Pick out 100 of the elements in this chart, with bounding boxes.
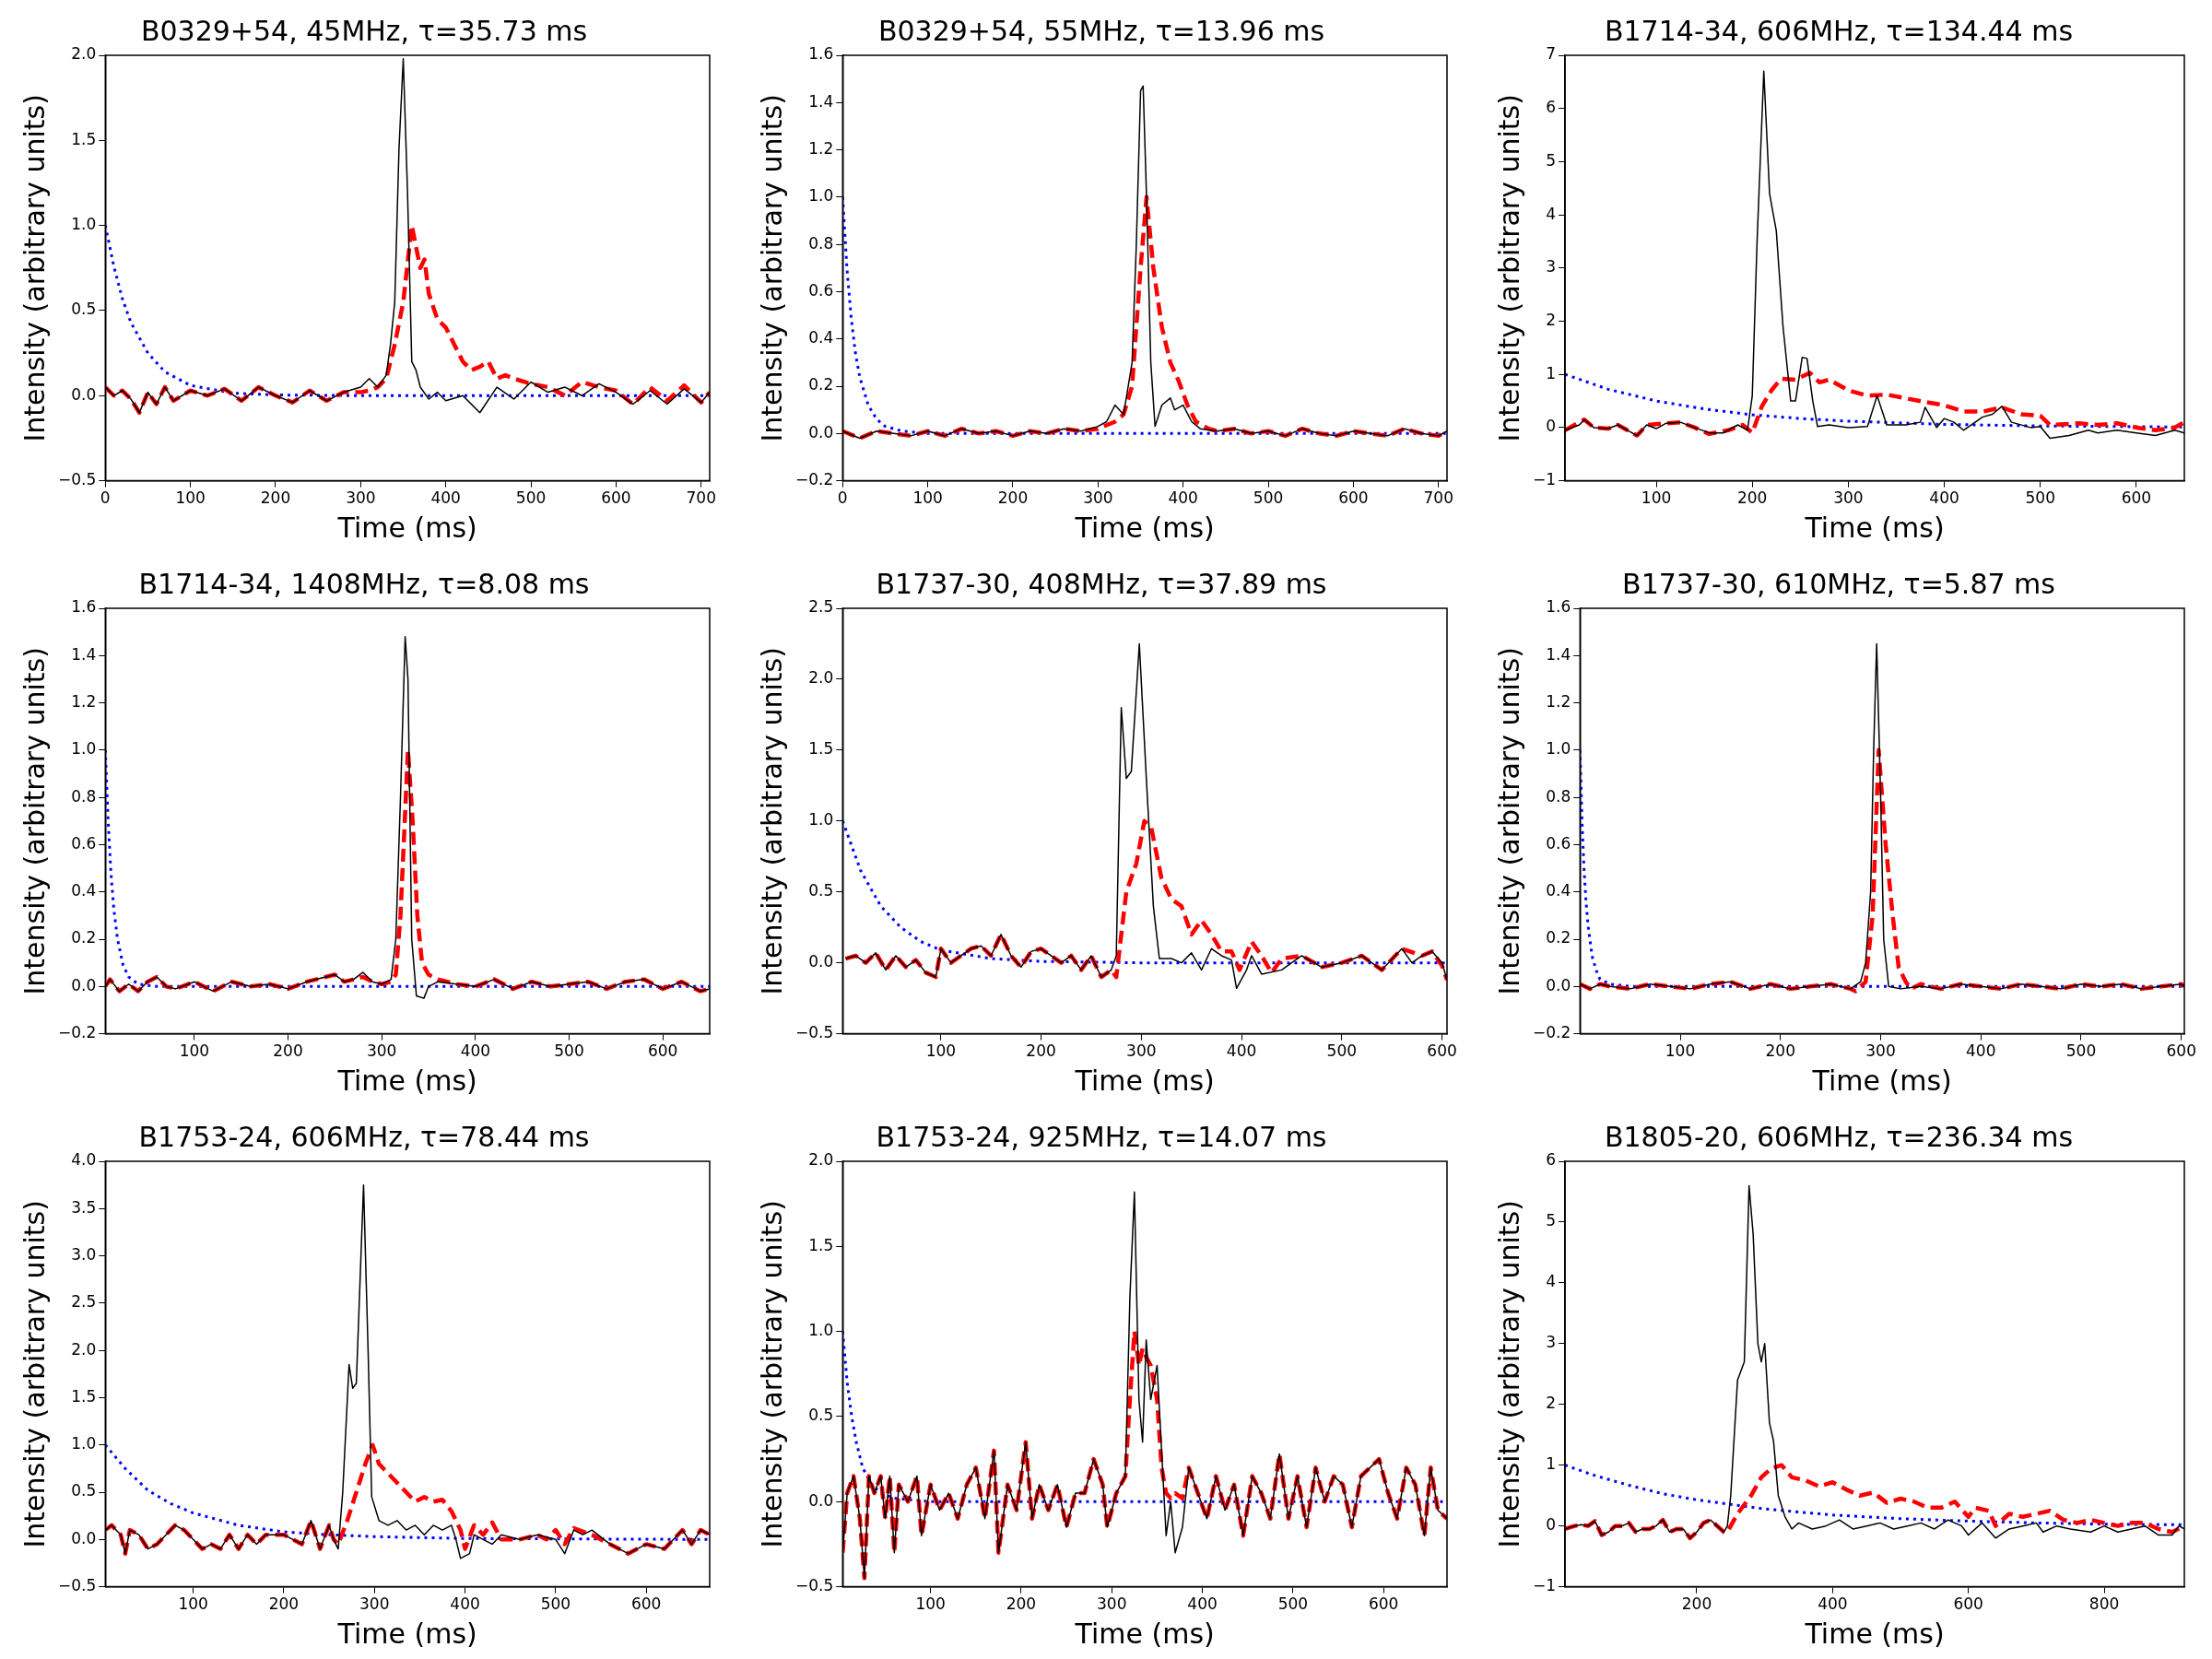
- y-tick-label: 5: [1546, 1211, 1557, 1230]
- x-tick-label: 400: [1187, 1594, 1218, 1614]
- x-tick-label: 100: [1665, 1041, 1696, 1061]
- y-tick-label: 1.2: [1546, 692, 1571, 711]
- y-axis-title: Intensity (arbitrary units): [18, 647, 51, 995]
- y-tick-label: 2: [1546, 310, 1557, 329]
- x-tick-label: 200: [1736, 488, 1768, 508]
- chart-title: B1737-30, 408MHz, τ=37.89 ms: [876, 567, 1327, 600]
- x-tick-label: 500: [2065, 1041, 2097, 1061]
- chart-title: B0329+54, 55MHz, τ=13.96 ms: [877, 14, 1325, 47]
- x-tick-label: 200: [1026, 1041, 1056, 1061]
- y-tick-label: 2.0: [71, 1339, 97, 1359]
- x-tick-label: 100: [925, 1041, 957, 1061]
- y-tick-label: 7: [1546, 44, 1557, 64]
- x-axis-title: Time (ms): [1811, 1064, 1952, 1097]
- x-tick-label: 300: [1126, 1041, 1157, 1061]
- x-tick-label: 400: [1818, 1594, 1848, 1614]
- x-tick-label: 600: [1953, 1594, 1983, 1614]
- chart-title: B1737-30, 610MHz, τ=5.87 ms: [1622, 567, 2055, 600]
- x-tick-label: 600: [630, 1594, 662, 1614]
- y-tick-label: 0.8: [1546, 786, 1571, 806]
- y-tick-label: 6: [1546, 98, 1557, 117]
- x-tick-label: 600: [2166, 1041, 2196, 1061]
- y-tick-label: 0.2: [1546, 928, 1571, 947]
- y-tick-label: −0.5: [795, 1023, 834, 1042]
- y-tick-label: 0.4: [1546, 881, 1571, 900]
- y-tick-label: −0.5: [58, 1576, 97, 1595]
- x-tick-label: 300: [366, 1041, 397, 1061]
- y-axis-title: Intensity (arbitrary units): [755, 647, 788, 995]
- chart-title: B1753-24, 925MHz, τ=14.07 ms: [876, 1120, 1327, 1153]
- y-tick-label: −0.5: [58, 470, 97, 489]
- y-tick-label: 2.5: [71, 1292, 97, 1312]
- y-axis-title: Intensity (arbitrary units): [755, 94, 788, 442]
- x-tick-label: 300: [359, 1594, 390, 1614]
- y-tick-label: 1.0: [71, 215, 97, 234]
- line-series: [1565, 1464, 2184, 1526]
- x-tick-label: 300: [1833, 488, 1864, 508]
- y-tick-label: 4: [1546, 204, 1557, 223]
- x-tick-label: 200: [268, 1594, 300, 1614]
- x-tick-label: 0: [837, 488, 848, 508]
- y-tick-label: 0.5: [71, 300, 97, 319]
- x-tick-label: 200: [1681, 1594, 1712, 1614]
- y-tick-label: 4: [1546, 1272, 1557, 1291]
- x-tick-label: 300: [1865, 1041, 1896, 1061]
- y-tick-label: 0.0: [71, 975, 97, 994]
- line-series: [1565, 371, 2184, 438]
- y-tick-label: 3: [1546, 257, 1557, 276]
- y-tick-label: 1: [1546, 363, 1557, 382]
- x-tick-label: 100: [1641, 488, 1672, 508]
- y-tick-label: 1.5: [808, 739, 834, 759]
- y-tick-label: 5: [1546, 150, 1557, 170]
- x-tick-label: 400: [450, 1594, 480, 1614]
- x-tick-label: 100: [178, 1594, 208, 1614]
- x-tick-label: 300: [346, 488, 376, 508]
- y-tick-label: 0.6: [1546, 833, 1571, 853]
- x-tick-label: 800: [2088, 1594, 2120, 1614]
- x-tick-label: 600: [647, 1041, 678, 1061]
- y-axis-title: Intensity (arbitrary units): [18, 1200, 51, 1548]
- y-tick-label: 0.0: [808, 952, 834, 971]
- x-tick-label: 200: [273, 1041, 303, 1061]
- y-tick-label: 0: [1546, 417, 1557, 436]
- y-tick-label: 1.6: [71, 597, 97, 617]
- x-axis-title: Time (ms): [1074, 511, 1215, 544]
- x-tick-label: 200: [1765, 1041, 1795, 1061]
- x-axis-title: Time (ms): [336, 1064, 477, 1097]
- x-axis-title: Time (ms): [1074, 1617, 1215, 1650]
- y-tick-label: 0.5: [808, 881, 834, 900]
- y-tick-label: 0.0: [1546, 975, 1571, 994]
- y-tick-label: −0.5: [795, 1576, 834, 1595]
- x-tick-label: 600: [601, 488, 631, 508]
- x-axis-title: Time (ms): [1074, 1064, 1215, 1097]
- y-tick-label: 1.4: [808, 91, 834, 111]
- x-tick-label: 300: [1083, 488, 1113, 508]
- x-tick-label: 500: [2025, 488, 2055, 508]
- line-series: [842, 1329, 1447, 1581]
- line-series: [1565, 372, 2184, 429]
- y-tick-label: 3.5: [71, 1197, 97, 1217]
- x-tick-label: 600: [1427, 1041, 1457, 1061]
- y-tick-label: 3: [1546, 1333, 1557, 1352]
- y-tick-label: 1.4: [1546, 644, 1571, 664]
- y-tick-label: 4.0: [71, 1150, 97, 1170]
- y-tick-label: −0.2: [1533, 1023, 1571, 1042]
- x-tick-label: 700: [686, 488, 716, 508]
- x-tick-label: 500: [515, 488, 547, 508]
- chart-title: B1805-20, 606MHz, τ=236.34 ms: [1604, 1120, 2074, 1153]
- y-tick-label: 0.6: [808, 280, 834, 300]
- y-tick-label: 1.0: [71, 739, 97, 759]
- y-tick-label: 2: [1546, 1394, 1557, 1413]
- y-tick-label: 1.6: [1546, 597, 1571, 617]
- y-tick-label: 1.2: [71, 692, 97, 711]
- x-tick-label: 300: [1097, 1594, 1127, 1614]
- y-tick-label: −0.2: [58, 1023, 97, 1042]
- y-axis-title: Intensity (arbitrary units): [1492, 647, 1525, 995]
- x-tick-label: 100: [179, 1041, 210, 1061]
- y-tick-label: 1.0: [808, 186, 834, 206]
- y-tick-label: 0.0: [71, 384, 97, 404]
- y-tick-label: −1: [1533, 1576, 1557, 1595]
- y-tick-label: 0.5: [808, 1406, 834, 1425]
- y-tick-label: 1.2: [808, 139, 834, 158]
- y-tick-label: 0.8: [71, 786, 97, 806]
